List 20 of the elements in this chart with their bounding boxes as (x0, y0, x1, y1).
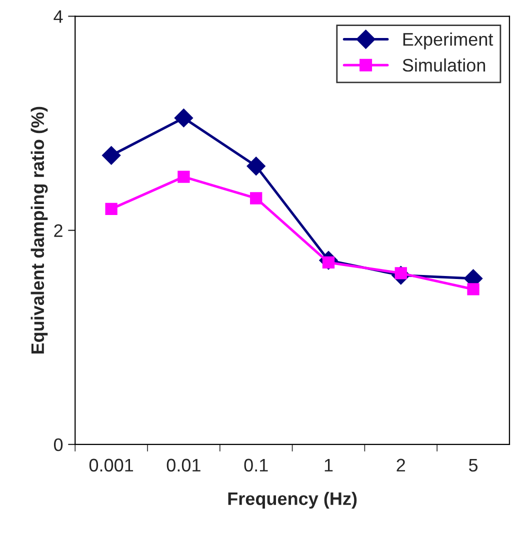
point (250, 192, 262, 204)
point (102, 146, 121, 165)
y-axis-title: Equivalent damping ratio (%) (30, 106, 48, 354)
x-tick-label: 0.01 (166, 458, 200, 472)
x-tick-label: 1 (324, 458, 333, 472)
y-tick-label: 4 (54, 10, 63, 23)
y-tick-label: 2 (54, 224, 62, 237)
y-tick-label: 0 (54, 438, 63, 452)
x-tick-label: 5 (468, 458, 478, 472)
point (467, 283, 480, 296)
x-axis-title: Frequency (Hz) (228, 492, 357, 509)
x-tick-label: 0.1 (244, 458, 268, 472)
legend-label: Experiment (403, 32, 494, 50)
point (105, 202, 118, 216)
point (174, 108, 194, 128)
legend-label: Simulation (402, 58, 486, 72)
x-tick-label: 0.001 (89, 458, 134, 472)
point (246, 156, 266, 176)
x-tick-label: 2 (396, 458, 405, 472)
point (178, 170, 190, 183)
